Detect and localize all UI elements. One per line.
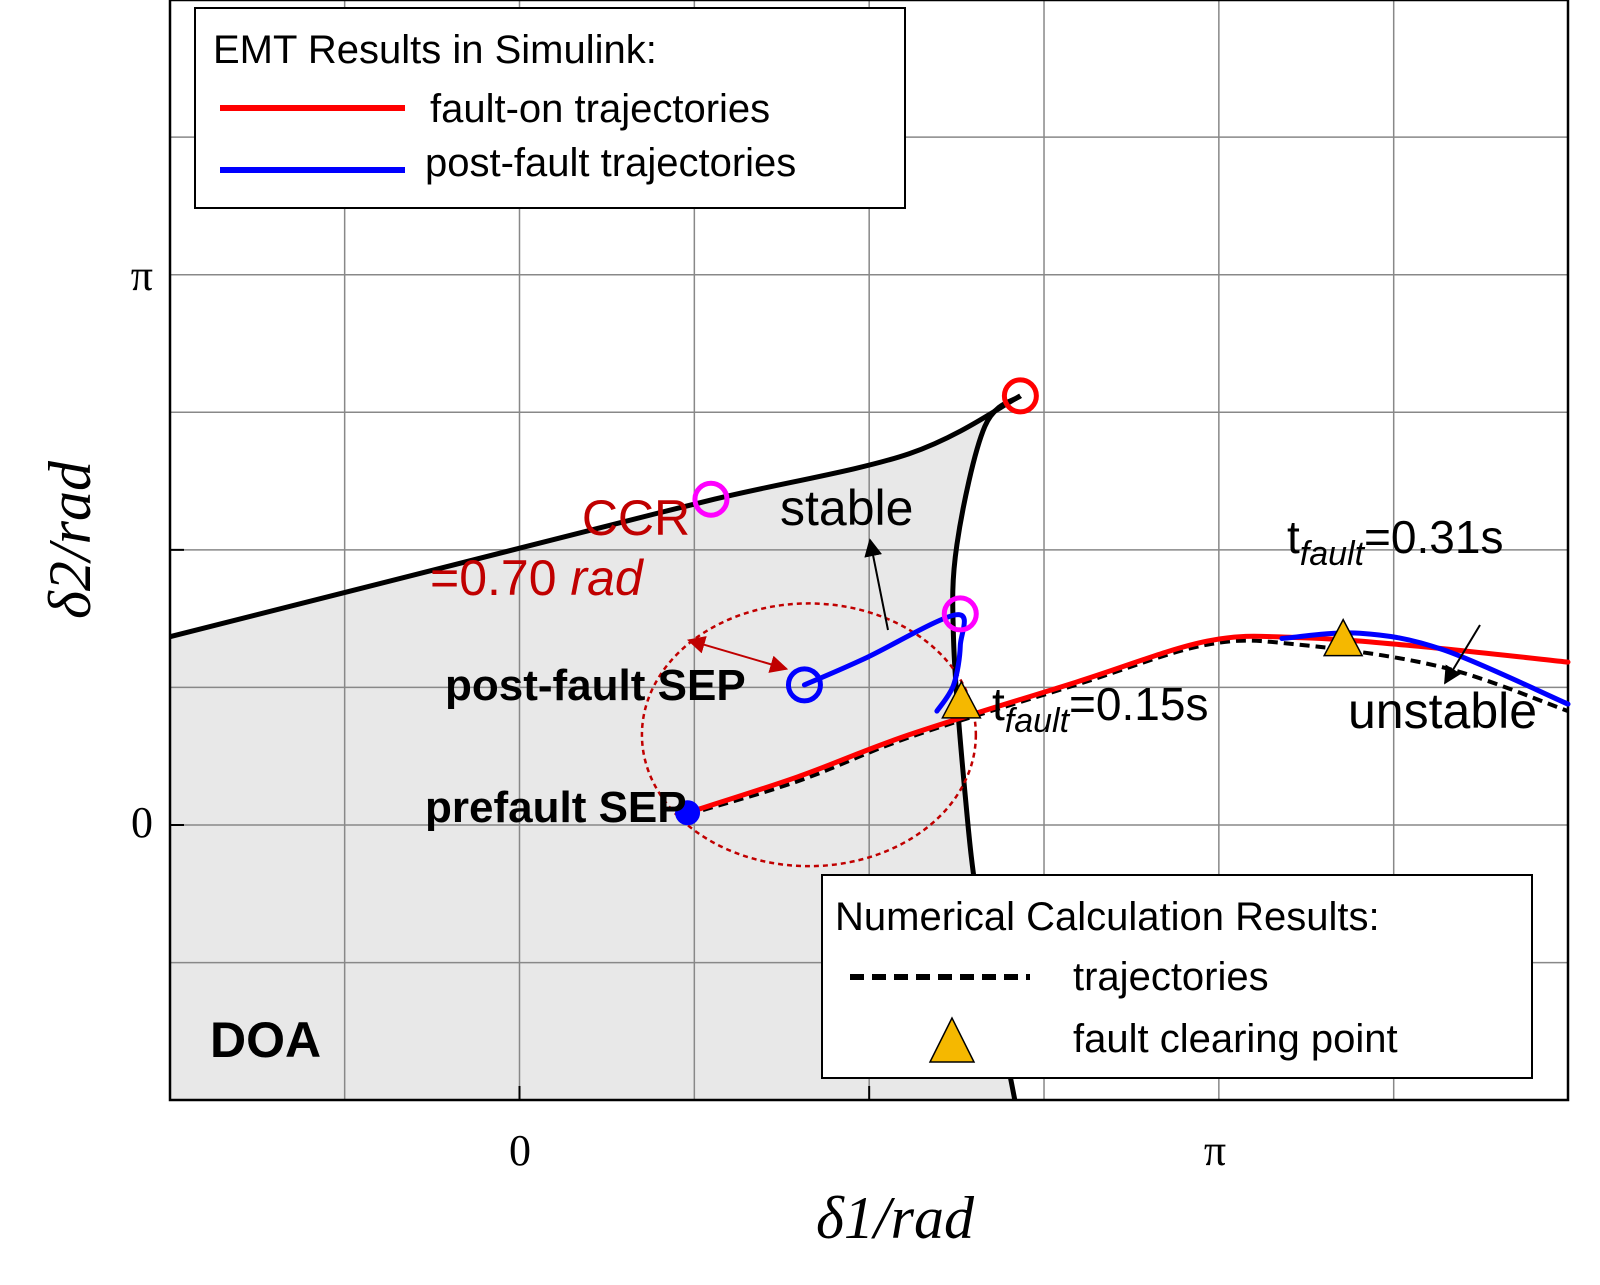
series-line-3 <box>687 638 1569 817</box>
x-tick-label-pi: π <box>1204 1126 1226 1175</box>
postfault-sep-point <box>785 666 823 704</box>
uep-point-top <box>1001 377 1039 415</box>
fault-clearing-point-031 <box>1322 618 1364 657</box>
legend-emt-title: EMT Results in Simulink: <box>213 28 657 72</box>
legend-fault-on-label: fault-on trajectories <box>430 87 770 131</box>
stability-boundary-upper <box>169 393 1022 640</box>
doa-region <box>170 395 1021 1100</box>
postfault-sep-label: post-fault SEP <box>445 661 746 710</box>
fault-clearing-point-015 <box>941 680 982 719</box>
legend-fault-clearing-label: fault clearing point <box>1073 1017 1398 1061</box>
magenta-point-lower <box>941 595 979 633</box>
tfault-015-label: tfault=0.15s <box>992 678 1208 740</box>
doa-label: DOA <box>210 1012 321 1068</box>
legend-triangle-icon <box>928 1016 976 1063</box>
y-tick-label-0: 0 <box>131 798 153 847</box>
legend-trajectories-label: trajectories <box>1073 955 1269 999</box>
x-tick-label-0: 0 <box>509 1126 531 1175</box>
legend-numerical: Numerical Calculation Results: trajector… <box>821 874 1533 1079</box>
magenta-point-upper <box>692 480 730 518</box>
ccr-radius-arrow <box>686 636 789 673</box>
legend-post-fault-label: post-fault trajectories <box>425 141 796 185</box>
legend-emt: EMT Results in Simulink: fault-on trajec… <box>194 7 906 209</box>
stable-pointer-arrow <box>864 538 889 631</box>
tick-marks <box>170 548 871 1100</box>
trajectory-series <box>685 612 1571 817</box>
legend-numerical-title: Numerical Calculation Results: <box>835 895 1380 939</box>
ccr-circle <box>640 602 978 868</box>
marker-points <box>675 377 1364 826</box>
x-axis-label: δ1/rad <box>816 1185 975 1251</box>
series-line-2 <box>1279 630 1571 707</box>
y-axis-label: δ2/rad <box>37 460 103 619</box>
ccr-value-label: =0.70 rad <box>430 550 645 606</box>
prefault-sep-point <box>675 800 701 826</box>
ccr-label: CCR <box>582 490 690 546</box>
series-line-1 <box>801 612 967 714</box>
tfault-031-label: tfault=0.31s <box>1287 511 1503 573</box>
unstable-label: unstable <box>1348 683 1537 739</box>
series-line-0 <box>685 633 1571 816</box>
y-tick-label-pi: π <box>131 251 153 300</box>
stable-label: stable <box>780 480 913 536</box>
prefault-sep-label: prefault SEP <box>425 783 687 832</box>
unstable-pointer-arrow <box>1444 624 1481 685</box>
